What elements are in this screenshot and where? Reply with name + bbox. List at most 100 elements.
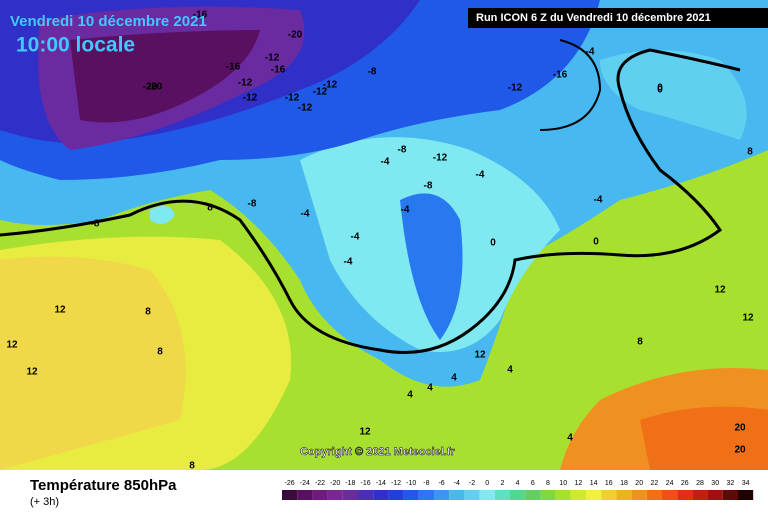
legend-swatch xyxy=(373,490,389,500)
contour-label: -8 xyxy=(424,181,433,192)
legend-tick-label: -8 xyxy=(423,480,429,487)
legend-swatch xyxy=(479,490,495,500)
legend-tick-label: 4 xyxy=(516,480,520,487)
contour-labels: -20-16-20-16-12-16-12-20-12 -12-12-8-12-1… xyxy=(6,10,754,472)
legend-swatch xyxy=(722,490,738,500)
contour-label: 0 xyxy=(593,237,599,248)
legend-swatch xyxy=(297,490,313,500)
footer-title: Température 850hPa xyxy=(30,477,177,494)
contour-label: 0 xyxy=(657,83,663,94)
copyright: Copyright © 2021 Meteociel.fr xyxy=(300,446,456,458)
legend-tick-label: -4 xyxy=(454,480,460,487)
legend-tick-label: -20 xyxy=(330,480,340,487)
contour-label: -8 xyxy=(91,219,100,230)
legend-tick-label: 10 xyxy=(559,480,567,487)
legend-tick-label: 8 xyxy=(546,480,550,487)
contour-label: -12 xyxy=(433,153,448,164)
legend-tick-label: -16 xyxy=(361,480,371,487)
legend-tick-label: 2 xyxy=(500,480,504,487)
legend-tick-label: -18 xyxy=(345,480,355,487)
legend-swatch xyxy=(342,490,358,500)
legend-tick-label: 0 xyxy=(485,480,489,487)
legend-tick-label: -24 xyxy=(300,480,310,487)
legend-swatch xyxy=(646,490,662,500)
contour-label: 12 xyxy=(54,305,66,316)
contour-label: -4 xyxy=(301,209,310,220)
contour-label: 0 xyxy=(657,85,663,96)
legend-swatch xyxy=(525,490,541,500)
contour-label: -20 xyxy=(288,30,303,41)
contour-label: 8 xyxy=(207,203,213,214)
legend-swatch xyxy=(662,490,678,500)
legend-tick-label: -12 xyxy=(391,480,401,487)
footer-subtitle: (+ 3h) xyxy=(30,496,59,508)
contour-label: 0 xyxy=(490,238,496,249)
legend-swatch xyxy=(418,490,434,500)
contour-label: -12 xyxy=(508,83,523,94)
legend-swatch xyxy=(540,490,556,500)
contour-label: 8 xyxy=(637,337,643,348)
map-time: 10:00 locale xyxy=(16,34,135,57)
legend-swatch xyxy=(631,490,647,500)
legend-swatch xyxy=(570,490,586,500)
legend-tick-label: 20 xyxy=(635,480,643,487)
color-legend: -26 -24 -22 -20 -18 -16 -14 -12 -10 -8 -6 -4 -2 0 2 4 6 8… xyxy=(282,480,754,500)
legend-tick-label: 12 xyxy=(575,480,583,487)
contour-label: -20 xyxy=(148,82,163,93)
legend-tick-label: -2 xyxy=(469,480,475,487)
legend-swatch xyxy=(616,490,632,500)
contour-label: -4 xyxy=(381,157,390,168)
contour-label: 12 xyxy=(742,313,754,324)
legend-tick-label: 30 xyxy=(711,480,719,487)
contour-label: -8 xyxy=(398,145,407,156)
contour-label: 8 xyxy=(145,307,151,318)
contour-label: -4 xyxy=(476,170,485,181)
contour-label: -4 xyxy=(401,205,410,216)
legend-tick-label: -14 xyxy=(376,480,386,487)
legend-swatch xyxy=(494,490,510,500)
contour-label: 4 xyxy=(567,433,573,444)
legend-tick-label: -22 xyxy=(315,480,325,487)
legend-swatch xyxy=(601,490,617,500)
legend-tick-label: 26 xyxy=(681,480,689,487)
legend-swatch xyxy=(677,490,693,500)
legend-tick-label: 34 xyxy=(742,480,750,487)
legend-swatch xyxy=(707,490,723,500)
legend-swatch xyxy=(692,490,708,500)
contour-label: 8 xyxy=(189,461,195,472)
contour-label: 4 xyxy=(427,383,433,394)
contour-label: 12 xyxy=(6,340,18,351)
contour-label: 20 xyxy=(734,445,746,456)
contour-label: -12 xyxy=(323,80,338,91)
contour-label: 12 xyxy=(714,285,726,296)
legend-swatch xyxy=(358,490,374,500)
contour-label: -16 xyxy=(226,62,241,73)
legend-swatch xyxy=(403,490,419,500)
legend-tick-label: 14 xyxy=(590,480,598,487)
contour-label: -4 xyxy=(586,47,595,58)
contour-label: -8 xyxy=(368,67,377,78)
legend-swatch xyxy=(449,490,465,500)
legend-swatch xyxy=(738,490,754,500)
contour-label: -16 xyxy=(193,10,208,21)
contour-label: -12 xyxy=(243,93,258,104)
legend-tick-label: 32 xyxy=(727,480,735,487)
legend-tick-label: 16 xyxy=(605,480,613,487)
contour-label: -12 xyxy=(238,78,253,89)
legend-swatch xyxy=(434,490,450,500)
legend-tick-label: 6 xyxy=(531,480,535,487)
legend-swatch xyxy=(510,490,526,500)
contour-label: 12 xyxy=(359,427,371,438)
contour-label: 4 xyxy=(451,373,457,384)
contour-label: -12 xyxy=(298,103,313,114)
contour-label: -12 xyxy=(265,53,280,64)
contour-label: -16 xyxy=(553,70,568,81)
legend-tick-label: 24 xyxy=(666,480,674,487)
contour-label: -12 xyxy=(285,93,300,104)
run-label: Run ICON 6 Z du Vendredi 10 décembre 202… xyxy=(476,12,711,24)
contour-label: -4 xyxy=(344,257,353,268)
contour-label: -12 xyxy=(313,87,328,98)
legend-tick-label: 22 xyxy=(651,480,659,487)
legend-swatch xyxy=(388,490,404,500)
